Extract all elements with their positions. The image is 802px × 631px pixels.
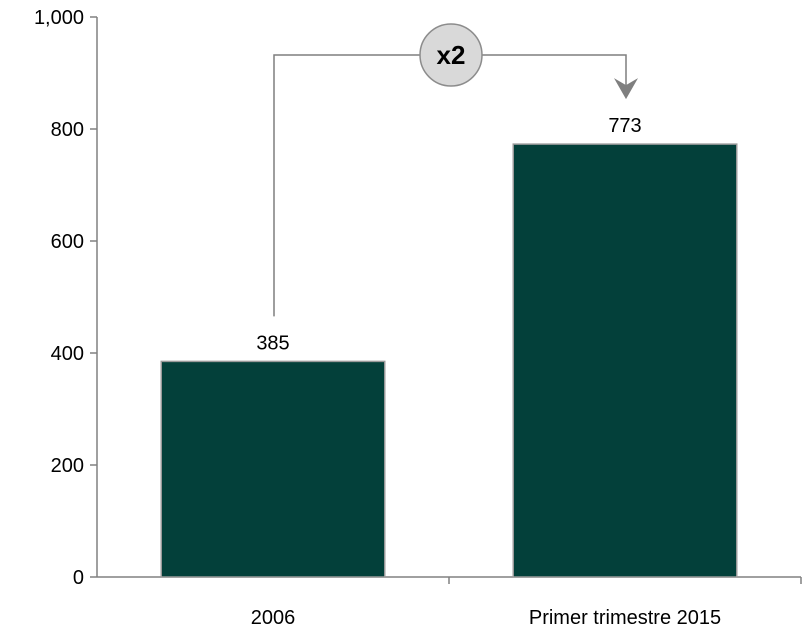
y-tick-label: 0: [73, 567, 84, 589]
growth-badge-label: x2: [437, 40, 466, 70]
bar: [160, 360, 386, 578]
data-label: 773: [608, 115, 641, 137]
bars: 385 773: [160, 115, 738, 578]
arrowhead-icon: [614, 78, 638, 100]
y-axis: 0 200 400 600 800 1,000: [34, 7, 98, 589]
y-tick-label: 200: [51, 455, 84, 477]
data-label: 385: [256, 332, 289, 354]
x-tick-label: Primer trimestre 2015: [529, 607, 721, 629]
y-tick-label: 400: [51, 343, 84, 365]
x-axis: 2006 Primer trimestre 2015: [97, 576, 802, 629]
growth-badge: [419, 23, 483, 87]
y-tick-label: 1,000: [34, 7, 84, 29]
x-tick-label: 2006: [251, 607, 296, 629]
y-tick-label: 600: [51, 231, 84, 253]
y-tick-label: 800: [51, 119, 84, 141]
growth-annotation: x2: [273, 23, 638, 317]
bar: [512, 143, 738, 578]
